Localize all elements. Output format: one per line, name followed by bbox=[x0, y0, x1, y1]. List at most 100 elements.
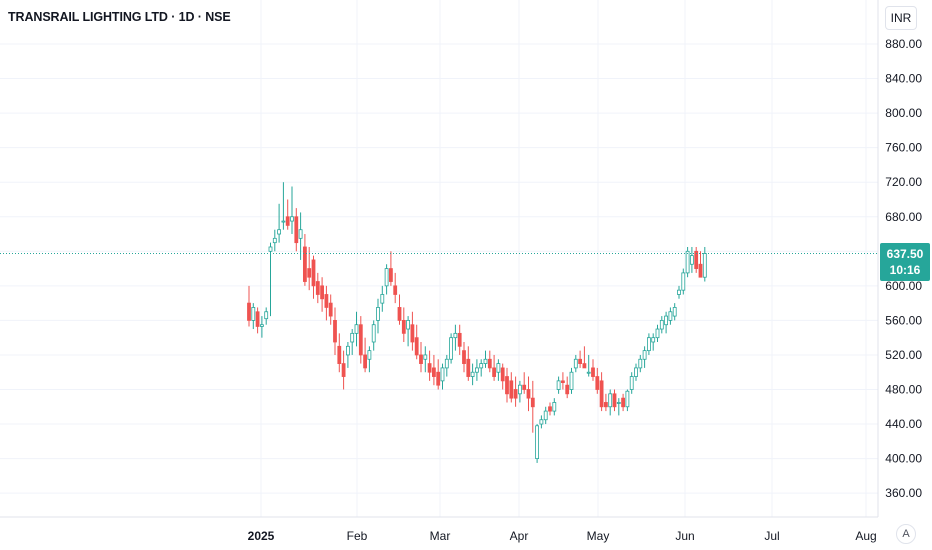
candle bbox=[423, 346, 428, 373]
candle bbox=[358, 316, 363, 364]
candle-body-up bbox=[281, 220, 286, 223]
candle bbox=[616, 398, 621, 416]
candle-body-down bbox=[436, 371, 441, 386]
candle-body-down bbox=[397, 307, 402, 321]
candle-body-down bbox=[522, 384, 527, 390]
candle-body-down bbox=[599, 380, 604, 408]
candle-body-down bbox=[255, 311, 260, 327]
candle-body-up bbox=[573, 358, 578, 369]
candle-body-down bbox=[294, 216, 299, 244]
candle bbox=[268, 242, 273, 317]
candle-body-down bbox=[419, 354, 423, 364]
candle-body-down bbox=[401, 319, 406, 334]
candle bbox=[393, 272, 398, 304]
candle-body-up bbox=[685, 250, 690, 274]
candle bbox=[431, 354, 436, 386]
candle-body-up bbox=[272, 237, 277, 244]
candle bbox=[573, 354, 578, 373]
candle bbox=[479, 359, 484, 377]
bar-countdown: 10:16 bbox=[889, 263, 921, 277]
candle bbox=[272, 229, 277, 252]
candle bbox=[401, 307, 406, 342]
candle-body-down bbox=[410, 324, 415, 343]
candle bbox=[604, 393, 608, 412]
candle bbox=[384, 264, 389, 295]
candle bbox=[664, 311, 668, 334]
chart-title: TRANSRAIL LIGHTING LTD · 1D · NSE bbox=[8, 10, 231, 24]
candle bbox=[552, 398, 557, 416]
candle bbox=[599, 372, 604, 412]
time-tick-label: Feb bbox=[347, 529, 368, 543]
candle-body-up bbox=[453, 332, 458, 339]
candle-body-up bbox=[664, 315, 668, 326]
candle-body-down bbox=[578, 358, 582, 364]
candle-body-down bbox=[311, 259, 316, 287]
candle bbox=[419, 341, 423, 373]
candle bbox=[345, 341, 350, 368]
candle bbox=[449, 333, 454, 364]
currency-button[interactable]: INR bbox=[885, 6, 917, 30]
price-tick-label: 360.00 bbox=[885, 486, 922, 500]
last-price-value: 637.50 bbox=[886, 247, 924, 261]
candle-body-up bbox=[496, 363, 501, 373]
candle-body-down bbox=[500, 367, 505, 382]
candle bbox=[487, 350, 492, 373]
time-tick-label: May bbox=[587, 529, 610, 543]
candle bbox=[690, 246, 694, 273]
candle bbox=[341, 350, 346, 390]
candle bbox=[625, 389, 630, 412]
candle bbox=[509, 372, 514, 403]
candle bbox=[354, 311, 359, 347]
candle bbox=[311, 255, 316, 299]
candle bbox=[500, 363, 505, 390]
candle-body-up bbox=[277, 229, 282, 235]
candle-body-down bbox=[526, 389, 531, 399]
candle bbox=[277, 203, 282, 243]
candle-body-up bbox=[690, 255, 694, 265]
candle bbox=[371, 320, 376, 351]
candle-body-down bbox=[565, 384, 570, 395]
candle bbox=[668, 307, 673, 325]
candle-body-down bbox=[492, 367, 497, 377]
candle-body-up bbox=[440, 367, 445, 382]
candle bbox=[548, 402, 552, 416]
price-tick-label: 680.00 bbox=[885, 210, 922, 224]
price-tick-label: 440.00 bbox=[885, 417, 922, 431]
candle-body-up bbox=[479, 363, 484, 369]
candle-body-down bbox=[612, 393, 617, 408]
candle bbox=[539, 415, 544, 429]
candle-body-down bbox=[431, 367, 436, 377]
candle-body-up bbox=[264, 311, 269, 320]
auto-scale-button[interactable]: A bbox=[896, 524, 916, 544]
candle bbox=[685, 246, 690, 278]
candle-body-up bbox=[290, 216, 294, 222]
last-price-badge: 637.50 10:16 bbox=[880, 243, 930, 281]
candle-body-down bbox=[698, 263, 703, 278]
candle-body-up bbox=[376, 307, 380, 321]
price-tick-label: 560.00 bbox=[885, 313, 922, 327]
candle-body-down bbox=[393, 285, 398, 295]
time-tick-label: Mar bbox=[430, 529, 451, 543]
candle bbox=[543, 406, 548, 425]
candle bbox=[526, 376, 531, 412]
candle bbox=[582, 346, 587, 369]
candle bbox=[444, 354, 449, 377]
candle-body-up bbox=[423, 354, 428, 360]
candle bbox=[376, 298, 380, 334]
candle bbox=[363, 337, 368, 373]
candle-body-down bbox=[582, 363, 587, 369]
candle-body-down bbox=[595, 376, 600, 390]
candle bbox=[694, 246, 699, 273]
candle bbox=[659, 316, 664, 334]
candle-body-up bbox=[677, 289, 681, 295]
candle-body-down bbox=[509, 380, 514, 399]
candle-body-up bbox=[634, 367, 638, 377]
candle-body-up bbox=[608, 393, 613, 408]
candle bbox=[315, 272, 320, 304]
candle-body-down bbox=[414, 337, 419, 356]
candle-body-up bbox=[350, 332, 355, 343]
candle bbox=[612, 389, 617, 412]
candle bbox=[466, 346, 471, 381]
price-tick-label: 720.00 bbox=[885, 175, 922, 189]
